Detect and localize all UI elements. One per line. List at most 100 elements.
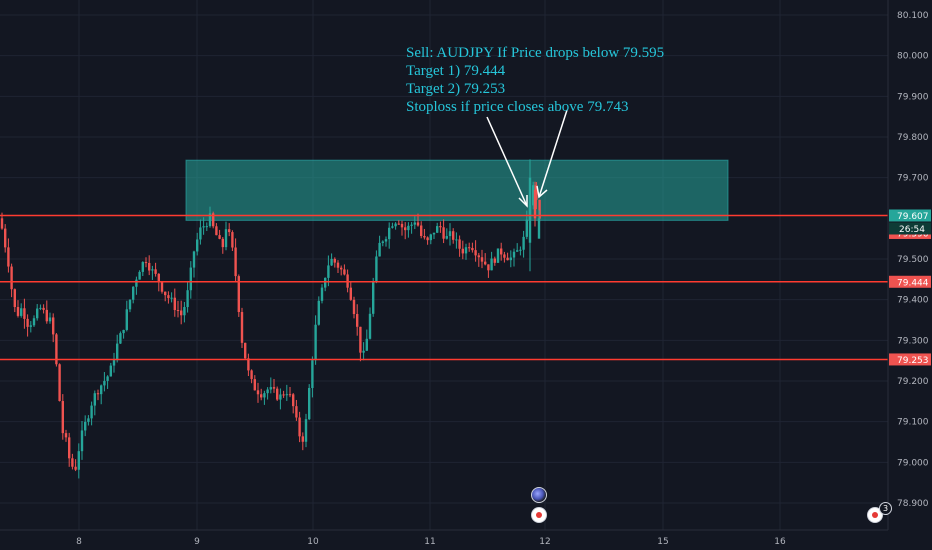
candle-down (423, 235, 426, 238)
time-tick-label: 16 (774, 537, 786, 547)
candle-up (208, 213, 212, 227)
time-tick-label: 11 (424, 537, 435, 547)
candle-down (420, 225, 423, 236)
annotation-line-2: Target 1) 79.444 (406, 63, 506, 79)
candle-up (122, 329, 125, 334)
candle-up (448, 231, 452, 237)
candle-down (221, 238, 224, 248)
candle-down (61, 401, 64, 434)
candle-up (324, 277, 327, 288)
candle-up (186, 290, 189, 308)
candle-down (468, 247, 471, 249)
candle-up (537, 218, 541, 239)
candle-down (484, 261, 487, 265)
candle-down (298, 417, 301, 437)
candle-up (87, 418, 90, 422)
candle-up (202, 226, 205, 228)
candle-down (228, 229, 231, 233)
candle-down (404, 227, 407, 231)
candle-down (58, 364, 61, 402)
price-tick-label: 79.800 (897, 133, 929, 143)
candle-up (192, 251, 196, 268)
candle-down (349, 287, 352, 300)
candle-down (340, 267, 343, 270)
candle-up (528, 177, 532, 243)
globe-icon[interactable] (531, 487, 547, 503)
arrow-line-right (538, 109, 568, 198)
price-axis-bg (888, 0, 932, 530)
candle-down (42, 307, 45, 310)
candle-down (471, 247, 474, 251)
candle-up (304, 419, 308, 442)
time-tick-label: 9 (194, 537, 200, 547)
candle-up (106, 376, 109, 381)
candle-up (189, 267, 192, 291)
time-tick-label: 15 (657, 537, 668, 547)
candle-down (452, 231, 455, 240)
candle-up (455, 239, 458, 241)
candle-up (407, 225, 410, 231)
time-axis: 8 9 10 11 12 15 16 (0, 529, 932, 550)
price-tick-label: 79.400 (897, 296, 929, 306)
candle-down (164, 291, 167, 296)
time-tick-label: 12 (539, 537, 550, 547)
candle-up (490, 258, 493, 271)
candle-up (445, 236, 448, 239)
candle-down (480, 257, 484, 262)
time-tick-label: 8 (76, 537, 82, 547)
candle-down (474, 250, 477, 256)
candle-up (525, 219, 528, 237)
candle-down (333, 258, 336, 263)
candle-up (266, 389, 269, 394)
candle-up (196, 239, 199, 252)
candle-down (240, 312, 244, 343)
candle-up (519, 249, 522, 251)
candle-up (138, 271, 141, 280)
annotation-arrows (486, 109, 568, 208)
candle-down (535, 185, 538, 200)
candle-down (295, 406, 298, 418)
candle-down (231, 232, 234, 248)
price-tick-label: 80.000 (897, 52, 929, 62)
candle-up (109, 365, 112, 377)
time-tick-label: 10 (307, 537, 319, 547)
price-tick-label: 79.900 (897, 92, 929, 102)
candle-down (13, 289, 16, 308)
trade-annotation[interactable]: Sell: AUDJPY If Price drops below 79.595… (406, 44, 664, 116)
candle-down (173, 297, 176, 311)
candle-up (410, 224, 413, 226)
candle-up (308, 388, 311, 420)
candle-down (301, 436, 304, 442)
arrow-head-left (518, 195, 528, 208)
candle-up (20, 308, 23, 316)
price-tag (889, 209, 931, 222)
candle-up (170, 297, 173, 299)
record-icon[interactable] (531, 507, 547, 523)
candle-up (496, 248, 500, 263)
alerts-count-badge: 3 (879, 502, 892, 515)
candle-down (157, 273, 160, 283)
candle-down (282, 394, 285, 396)
candle-down (288, 394, 292, 396)
candle-down (416, 222, 420, 226)
candle-down (533, 189, 537, 219)
candle-up (317, 300, 320, 325)
candle-down (45, 309, 48, 322)
candle-up (464, 247, 468, 254)
candle-up (135, 279, 138, 287)
candle-up (413, 222, 416, 225)
candle-up (330, 258, 333, 266)
candle-down (442, 227, 445, 239)
candle-down (356, 314, 359, 327)
candle-down (253, 379, 256, 391)
price-tag-label: 79.253 (897, 356, 929, 366)
candle-up (368, 313, 372, 339)
annotation-line-3: Target 2) 79.253 (406, 81, 506, 97)
candle-down (68, 437, 71, 459)
resistance-zone (185, 159, 729, 221)
candle-up (132, 286, 135, 300)
candle-up (429, 234, 432, 241)
candle-down (336, 262, 340, 268)
candle-up (394, 223, 397, 227)
